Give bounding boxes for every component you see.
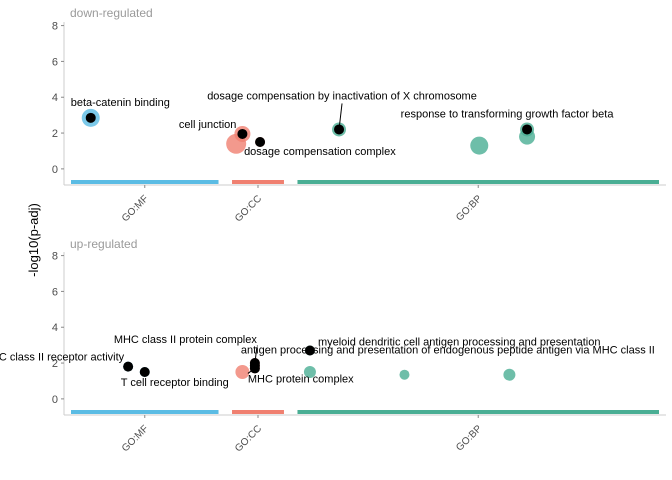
point-label: response to transforming growth factor b… — [401, 108, 615, 120]
y-tick-label: 0 — [52, 164, 58, 176]
highlight-point — [123, 361, 134, 372]
highlight-point — [304, 345, 315, 356]
highlight-point — [255, 137, 266, 148]
x-tick-label: GO:BP — [454, 193, 484, 223]
point-label: MHC class II protein complex — [114, 334, 258, 346]
data-point — [303, 366, 316, 379]
label-leader-line — [254, 346, 258, 364]
panel-title: down-regulated — [70, 6, 153, 20]
y-tick-label: 6 — [52, 286, 58, 298]
y-tick-label: 8 — [52, 21, 58, 33]
point-label: T cell receptor binding — [121, 377, 229, 389]
y-tick-label: 6 — [52, 56, 58, 68]
point-label: beta-catenin binding — [71, 97, 170, 109]
data-point — [470, 136, 489, 155]
highlight-point — [237, 128, 248, 139]
y-tick-label: 4 — [52, 92, 58, 104]
panel-down: down-regulated 0 2 4 6 8 GO:MF GO:CC GO:BP beta-c… — [52, 6, 666, 224]
highlight-point — [139, 367, 150, 378]
point-label: antigen processing and presentation of e… — [241, 345, 655, 357]
label-leader-line — [247, 368, 256, 374]
x-tick-label: GO:CC — [233, 423, 264, 454]
x-tick-label: GO:BP — [454, 423, 484, 453]
highlight-point — [522, 124, 533, 135]
point-label: dosage compensation complex — [244, 146, 396, 158]
point-label: dosage compensation by inactivation of X… — [207, 90, 477, 102]
data-point — [235, 365, 250, 380]
y-axis-label: -log10(p-adj) — [26, 203, 41, 277]
panel-title: up-regulated — [70, 237, 137, 251]
highlight-point — [85, 112, 96, 123]
y-tick-label: 4 — [52, 322, 58, 334]
data-point — [503, 368, 516, 381]
y-tick-label: 0 — [52, 394, 58, 406]
y-tick-label: 2 — [52, 128, 58, 140]
x-tick-label: GO:MF — [120, 423, 151, 454]
y-tick-label: 2 — [52, 358, 58, 370]
y-tick-label: 8 — [52, 251, 58, 263]
label-leader-line — [338, 103, 343, 130]
panel-up: up-regulated 0 2 4 6 8 GO:MF GO:CC GO:BP MHC clas… — [0, 237, 666, 454]
panels: down-regulated 0 2 4 6 8 GO:MF GO:CC GO:BP beta-c… — [0, 6, 666, 454]
point-label: cell junction — [179, 119, 236, 131]
x-tick-label: GO:MF — [120, 193, 151, 224]
x-tick-label: GO:CC — [233, 193, 264, 224]
point-label: MHC class II receptor activity — [0, 352, 125, 364]
point-label: MHC protein complex — [248, 373, 354, 385]
data-point — [399, 369, 410, 380]
point-label: myeloid dendritic cell antigen processin… — [318, 337, 601, 349]
highlight-point — [249, 360, 260, 371]
